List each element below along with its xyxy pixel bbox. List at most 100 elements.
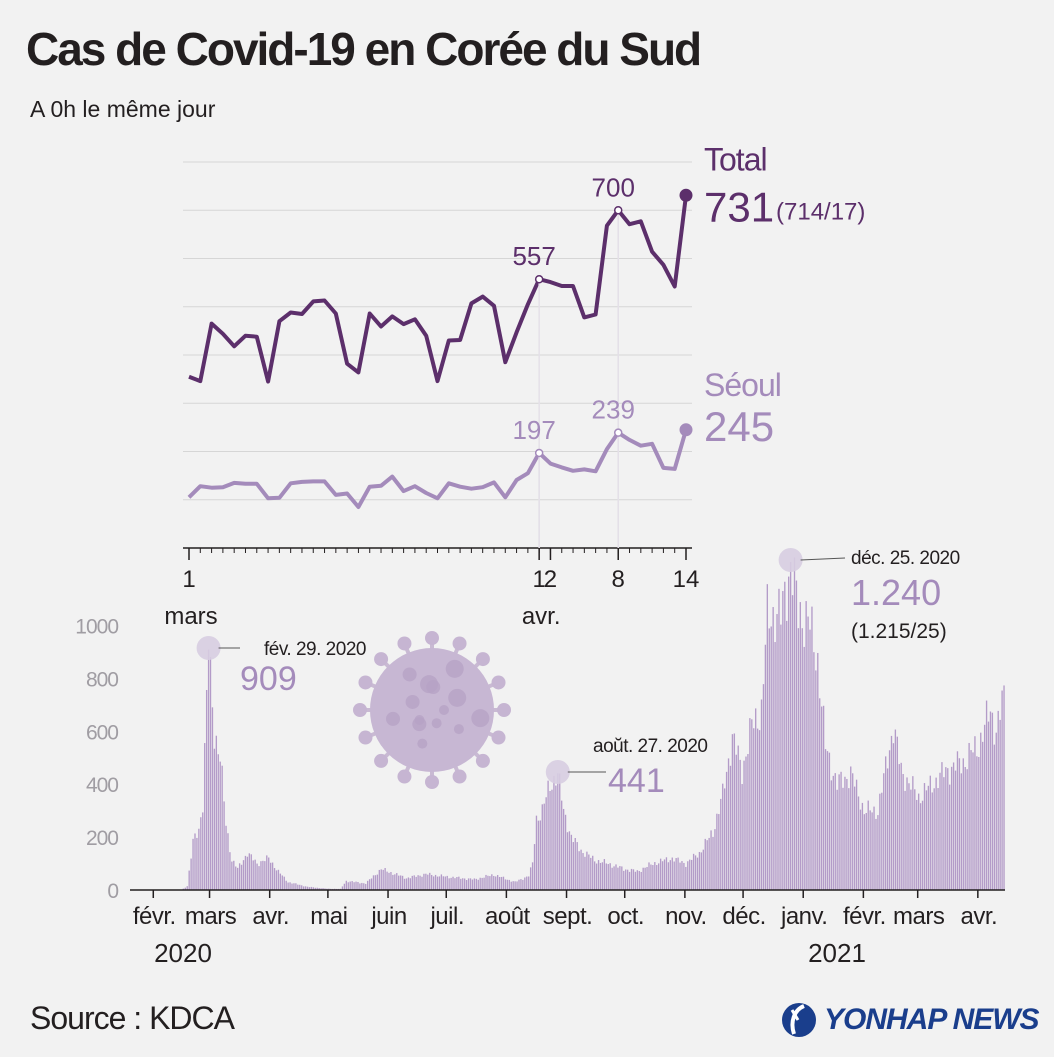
daily-case-bar — [413, 875, 415, 890]
daily-case-bar — [824, 749, 827, 890]
virus-spike-tip — [425, 775, 439, 789]
daily-case-bar — [958, 758, 961, 890]
daily-case-bar — [636, 870, 639, 890]
virus-spike-tip — [452, 769, 467, 784]
daily-case-bar — [989, 711, 992, 890]
daily-case-bar — [739, 759, 741, 890]
bar-chart-month-label: juil. — [429, 903, 464, 930]
daily-case-bar — [582, 853, 584, 890]
daily-case-bar — [524, 877, 526, 890]
bar-chart-y-tick-label: 600 — [86, 721, 118, 744]
daily-case-bar — [892, 743, 895, 890]
daily-case-bar — [828, 752, 831, 890]
daily-case-bar — [885, 756, 887, 890]
daily-case-bar — [273, 868, 276, 890]
bar-chart-y-tick-label: 200 — [86, 827, 118, 850]
daily-case-bar — [248, 853, 250, 890]
daily-case-bar — [475, 878, 477, 890]
daily-case-bar — [213, 748, 216, 890]
daily-case-bar — [425, 873, 427, 890]
bar-chart-month-label: mars — [185, 903, 237, 930]
daily-case-bar — [341, 886, 344, 890]
daily-case-bar — [838, 774, 840, 890]
daily-case-bar — [310, 886, 313, 890]
daily-case-bar — [372, 875, 375, 890]
daily-case-bar — [388, 872, 390, 890]
daily-case-bar — [786, 620, 788, 890]
daily-case-bar — [574, 837, 576, 890]
daily-case-bar — [526, 876, 528, 890]
daily-case-bar — [764, 644, 767, 890]
daily-case-bar — [877, 815, 879, 890]
daily-case-bar — [599, 862, 602, 890]
bar-chart-month-label: juin — [370, 903, 406, 930]
virus-spike-tip — [497, 703, 511, 717]
daily-case-bar — [374, 875, 377, 890]
daily-case-bar — [370, 878, 373, 890]
daily-case-bar — [485, 874, 487, 890]
daily-case-bar — [621, 866, 623, 890]
daily-case-bar — [578, 851, 580, 890]
daily-case-bar — [184, 887, 186, 890]
daily-case-bar — [316, 887, 318, 890]
chart-subtitle: A 0h le même jour — [30, 96, 216, 122]
line-chart-x-tick-label: 14 — [673, 566, 700, 593]
daily-case-bar — [836, 789, 838, 890]
bar-chart-month-label: janv. — [780, 903, 827, 930]
bar-chart-month-label: févr. — [843, 903, 886, 930]
daily-case-bar — [605, 863, 607, 890]
daily-case-bar — [962, 758, 964, 890]
daily-case-bar — [623, 870, 625, 890]
daily-case-bar — [753, 728, 755, 890]
daily-case-bar — [448, 878, 450, 890]
virus-texture — [417, 738, 428, 749]
daily-case-bar — [919, 803, 922, 890]
daily-case-bar — [873, 806, 875, 890]
bar-chart-year-label: 2021 — [808, 938, 866, 968]
peak-value-label: 909 — [240, 660, 297, 698]
daily-case-bar — [708, 837, 710, 890]
bar-chart-month-label: oct. — [607, 903, 644, 930]
daily-case-bar — [729, 765, 732, 890]
daily-case-bar — [233, 860, 235, 890]
daily-case-bar — [807, 616, 809, 890]
daily-case-bar — [467, 878, 470, 890]
daily-case-bar — [415, 876, 417, 890]
daily-case-bar — [378, 869, 380, 890]
daily-case-bar — [394, 874, 396, 890]
daily-case-bar — [791, 595, 794, 890]
daily-case-bar — [417, 875, 419, 890]
daily-case-bar — [188, 870, 190, 890]
daily-case-bar — [258, 866, 260, 890]
daily-case-bar — [368, 879, 371, 890]
daily-case-bar — [927, 785, 930, 890]
daily-case-bar — [268, 857, 270, 890]
daily-case-bar — [974, 736, 976, 890]
daily-case-bar — [551, 789, 553, 890]
line-chart-x-tick-label: 1 — [532, 566, 545, 593]
daily-case-bar — [772, 607, 774, 890]
daily-case-bar — [788, 576, 790, 890]
daily-case-bar — [432, 876, 435, 890]
virus-spike-tip — [374, 652, 389, 667]
daily-case-bar — [537, 820, 540, 890]
daily-case-bar — [966, 769, 968, 890]
daily-case-bar — [888, 750, 891, 890]
daily-case-bar — [658, 863, 660, 890]
daily-case-bar — [904, 790, 906, 890]
daily-case-bar — [826, 751, 829, 890]
daily-case-bar — [198, 828, 200, 890]
daily-case-bar — [607, 864, 609, 890]
daily-case-bar — [917, 793, 920, 890]
daily-case-bar — [954, 770, 957, 890]
daily-case-bar — [252, 860, 254, 890]
daily-case-bar — [937, 788, 939, 890]
source-note: Source : KDCA — [30, 1000, 235, 1036]
daily-case-bar — [209, 657, 212, 890]
line-series-seoul — [187, 429, 688, 509]
daily-case-bar — [343, 883, 346, 890]
bar-chart-month-label: mars — [893, 903, 945, 930]
daily-case-bar — [409, 878, 412, 890]
daily-case-bar — [458, 876, 460, 890]
